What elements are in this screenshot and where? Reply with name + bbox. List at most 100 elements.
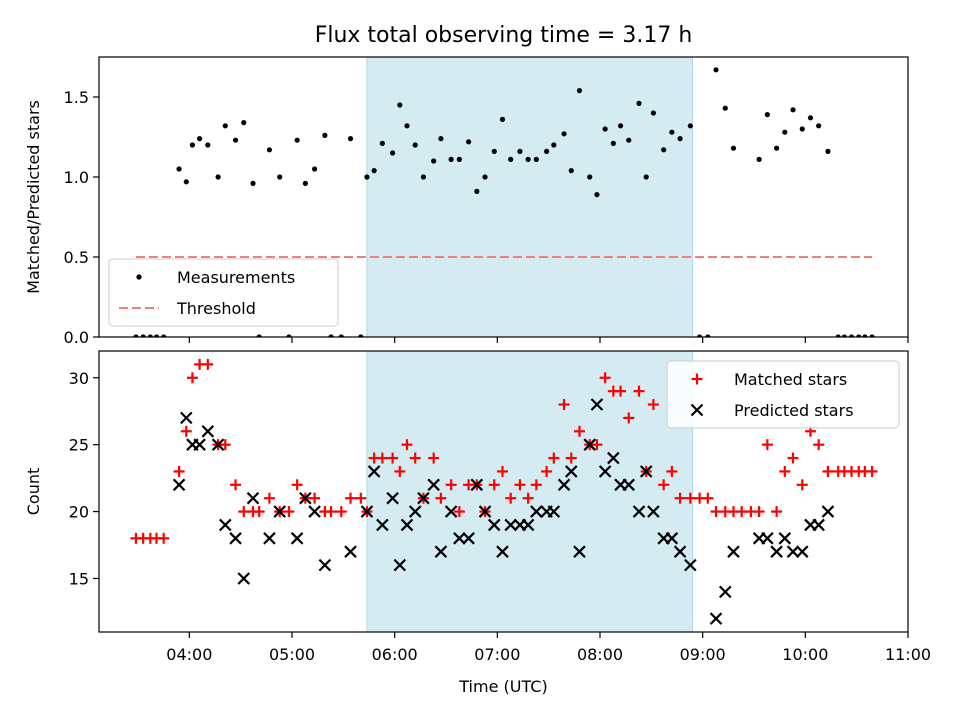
measurement-point	[782, 129, 788, 135]
measurement-point	[482, 174, 488, 180]
measurement-point	[133, 334, 139, 337]
predicted-marker	[521, 518, 535, 532]
matched-marker	[219, 439, 231, 451]
measurement-point	[617, 123, 624, 129]
predicted-marker	[400, 518, 414, 532]
matched-marker	[615, 385, 627, 397]
legend-label-predicted: Predicted stars	[734, 401, 854, 420]
matched-marker	[530, 479, 542, 491]
predicted-marker	[821, 505, 835, 518]
matched-marker	[658, 479, 670, 491]
measurement-point	[438, 136, 444, 142]
predicted-marker	[718, 585, 732, 599]
measurement-point	[277, 174, 283, 180]
predicted-marker	[761, 532, 774, 545]
matched-marker	[445, 479, 457, 491]
predicted-marker	[795, 545, 809, 558]
axes-frame	[98, 56, 909, 338]
predicted-marker	[684, 558, 697, 572]
x-tick-label: 09:00	[680, 645, 726, 664]
axes-frame	[98, 350, 909, 633]
predicted-marker	[408, 505, 422, 518]
predicted-marker	[557, 478, 571, 492]
x-tick-label: 11:00	[885, 645, 931, 664]
predicted-marker	[427, 478, 440, 492]
predicted-marker	[622, 478, 636, 492]
matched-marker	[761, 439, 773, 451]
y-tick-label: 15	[69, 569, 89, 588]
measurement-point	[790, 107, 796, 113]
matched-marker	[541, 465, 553, 477]
predicted-marker	[573, 545, 586, 558]
measurement-point	[835, 334, 841, 337]
matched-marker	[488, 479, 500, 491]
matched-marker	[779, 465, 791, 477]
matched-marker	[674, 492, 686, 504]
measurement-point	[322, 132, 328, 138]
measurement-point	[397, 102, 403, 108]
predicted-marker	[786, 545, 800, 558]
measurement-point	[347, 136, 354, 142]
predicted-marker	[237, 572, 251, 585]
measurement-point	[544, 148, 550, 154]
matched-marker	[505, 492, 517, 504]
matched-marker	[325, 506, 337, 518]
measurement-point	[508, 156, 514, 162]
measurement-point	[197, 136, 203, 142]
matched-marker	[409, 452, 421, 464]
predicted-marker	[344, 545, 357, 558]
measurement-point	[825, 148, 831, 154]
measurement-point	[286, 334, 292, 337]
measurement-point	[807, 115, 814, 121]
measurement-point	[610, 140, 616, 146]
matched-marker	[736, 506, 748, 518]
y-tick-label: 1.0	[64, 168, 89, 187]
predicted-marker	[487, 518, 501, 532]
predicted-marker	[812, 518, 825, 532]
matched-marker	[514, 479, 526, 491]
matched-marker	[684, 492, 696, 504]
x-tick-label: 04:00	[166, 645, 212, 664]
count-panel: 15 20 25 30 04:00 05:00 06:00 07:00 08:00 09:00 10…	[24, 350, 931, 696]
measurement-point	[730, 145, 737, 151]
predicted-marker	[647, 505, 660, 518]
y-tick-label: 20	[69, 503, 89, 522]
ratio-panel: 0.0 0.5 1.0 1.5 Matched/Predicted stars Measu…	[24, 56, 909, 347]
predicted-marker	[453, 532, 466, 545]
legend-label-matched: Matched stars	[734, 370, 847, 389]
measurement-point	[390, 150, 396, 156]
matched-marker	[387, 452, 399, 464]
measurement-point	[602, 126, 608, 132]
predicted-marker	[778, 532, 792, 545]
legend-label-threshold: Threshold	[176, 299, 256, 318]
matched-marker	[565, 452, 577, 464]
measurement-point	[420, 174, 427, 180]
legend-label-measurements: Measurements	[177, 268, 295, 287]
matched-marker	[283, 506, 295, 518]
matched-marker	[238, 506, 250, 518]
measurement-point	[161, 334, 167, 337]
legend: Measurements Threshold	[108, 258, 339, 327]
measurement-point	[869, 334, 875, 337]
measurement-point	[561, 131, 567, 137]
measurement-point	[256, 334, 262, 337]
matched-marker	[376, 452, 388, 464]
predicted-marker	[201, 425, 215, 438]
measurement-point	[799, 126, 805, 132]
predicted-marker	[299, 491, 312, 505]
measurement-point	[412, 142, 418, 148]
measurement-point	[533, 156, 539, 162]
predicted-marker	[583, 438, 597, 451]
matched-marker	[173, 465, 185, 477]
measurement-point	[456, 156, 462, 162]
predicted-marker	[673, 545, 687, 558]
measurement-point	[205, 142, 211, 148]
predicted-marker	[179, 411, 193, 425]
measurement-point	[764, 112, 770, 118]
predicted-marker	[607, 451, 620, 465]
predicted-marker	[246, 491, 260, 505]
y-axis-label: Matched/Predicted stars	[24, 100, 43, 294]
measurement-point	[404, 123, 410, 129]
matched-marker	[796, 479, 808, 491]
predicted-marker	[590, 398, 604, 411]
